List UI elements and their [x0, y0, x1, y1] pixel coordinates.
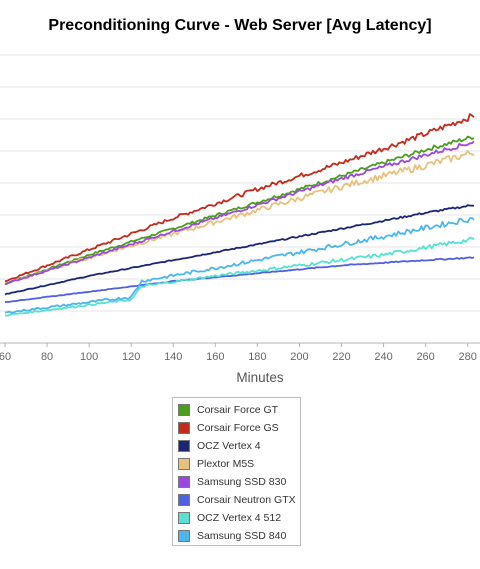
x-axis: 60 80 100 120 140 160 180 200 220 240 260 280: [0, 343, 477, 363]
x-axis-label: Minutes: [236, 370, 284, 385]
legend-label: OCZ Vertex 4 512: [197, 512, 282, 524]
x-tick-label: 80: [41, 351, 53, 363]
legend-item: Corsair Force GT: [178, 401, 300, 419]
line-chart: 60 80 100 120 140 160 180 200 220 240 260 280 Minut…: [0, 54, 480, 385]
legend-label: OCZ Vertex 4: [197, 440, 261, 452]
series-line-samsung-ssd-830: [4, 140, 475, 285]
x-tick-label: 120: [122, 351, 140, 363]
series-group: [4, 113, 475, 317]
series-line-corsair-force-gs: [4, 113, 475, 283]
legend-swatch: [178, 458, 190, 470]
legend-item: Corsair Neutron GTX: [178, 491, 300, 509]
legend-swatch: [178, 440, 190, 452]
legend-item: Samsung SSD 830: [178, 473, 300, 491]
series-line-ocz-vertex-4-512: [4, 236, 475, 317]
legend-label: Corsair Force GT: [197, 404, 279, 416]
series-line-corsair-force-gt: [4, 135, 475, 285]
series-line-corsair-neutron-gtx: [4, 256, 475, 304]
x-tick-label: 60: [0, 351, 11, 363]
x-tick-label: 160: [206, 351, 224, 363]
x-tick-label: 280: [459, 351, 477, 363]
legend-swatch: [178, 512, 190, 524]
legend-label: Corsair Force GS: [197, 422, 279, 434]
legend-item: OCZ Vertex 4 512: [178, 509, 300, 527]
x-tick-label: 200: [290, 351, 308, 363]
legend-label: Corsair Neutron GTX: [197, 494, 296, 506]
grid-lines: [0, 54, 480, 344]
legend-swatch: [178, 422, 190, 434]
x-tick-label: 100: [80, 351, 98, 363]
chart-title: Preconditioning Curve - Web Server [Avg …: [48, 17, 432, 34]
legend-item: Samsung SSD 840: [178, 527, 300, 545]
legend-label: Samsung SSD 840: [197, 530, 287, 542]
x-tick-label: 220: [332, 351, 350, 363]
legend-swatch: [178, 530, 190, 542]
legend-item: Corsair Force GS: [178, 419, 300, 437]
legend-swatch: [178, 476, 190, 488]
x-tick-label: 240: [374, 351, 392, 363]
chart-legend: Corsair Force GT Corsair Force GS OCZ Vert…: [172, 397, 301, 546]
legend-item: Plextor M5S: [178, 455, 300, 473]
series-line-samsung-ssd-840: [4, 217, 475, 314]
series-line-ocz-vertex-4: [4, 204, 475, 296]
legend-label: Samsung SSD 830: [197, 476, 287, 488]
x-tick-label: 260: [416, 351, 434, 363]
x-tick-label: 140: [164, 351, 182, 363]
legend-swatch: [178, 404, 190, 416]
legend-label: Plextor M5S: [197, 458, 255, 470]
x-tick-label: 180: [248, 351, 266, 363]
legend-item: OCZ Vertex 4: [178, 437, 300, 455]
legend-swatch: [178, 494, 190, 506]
